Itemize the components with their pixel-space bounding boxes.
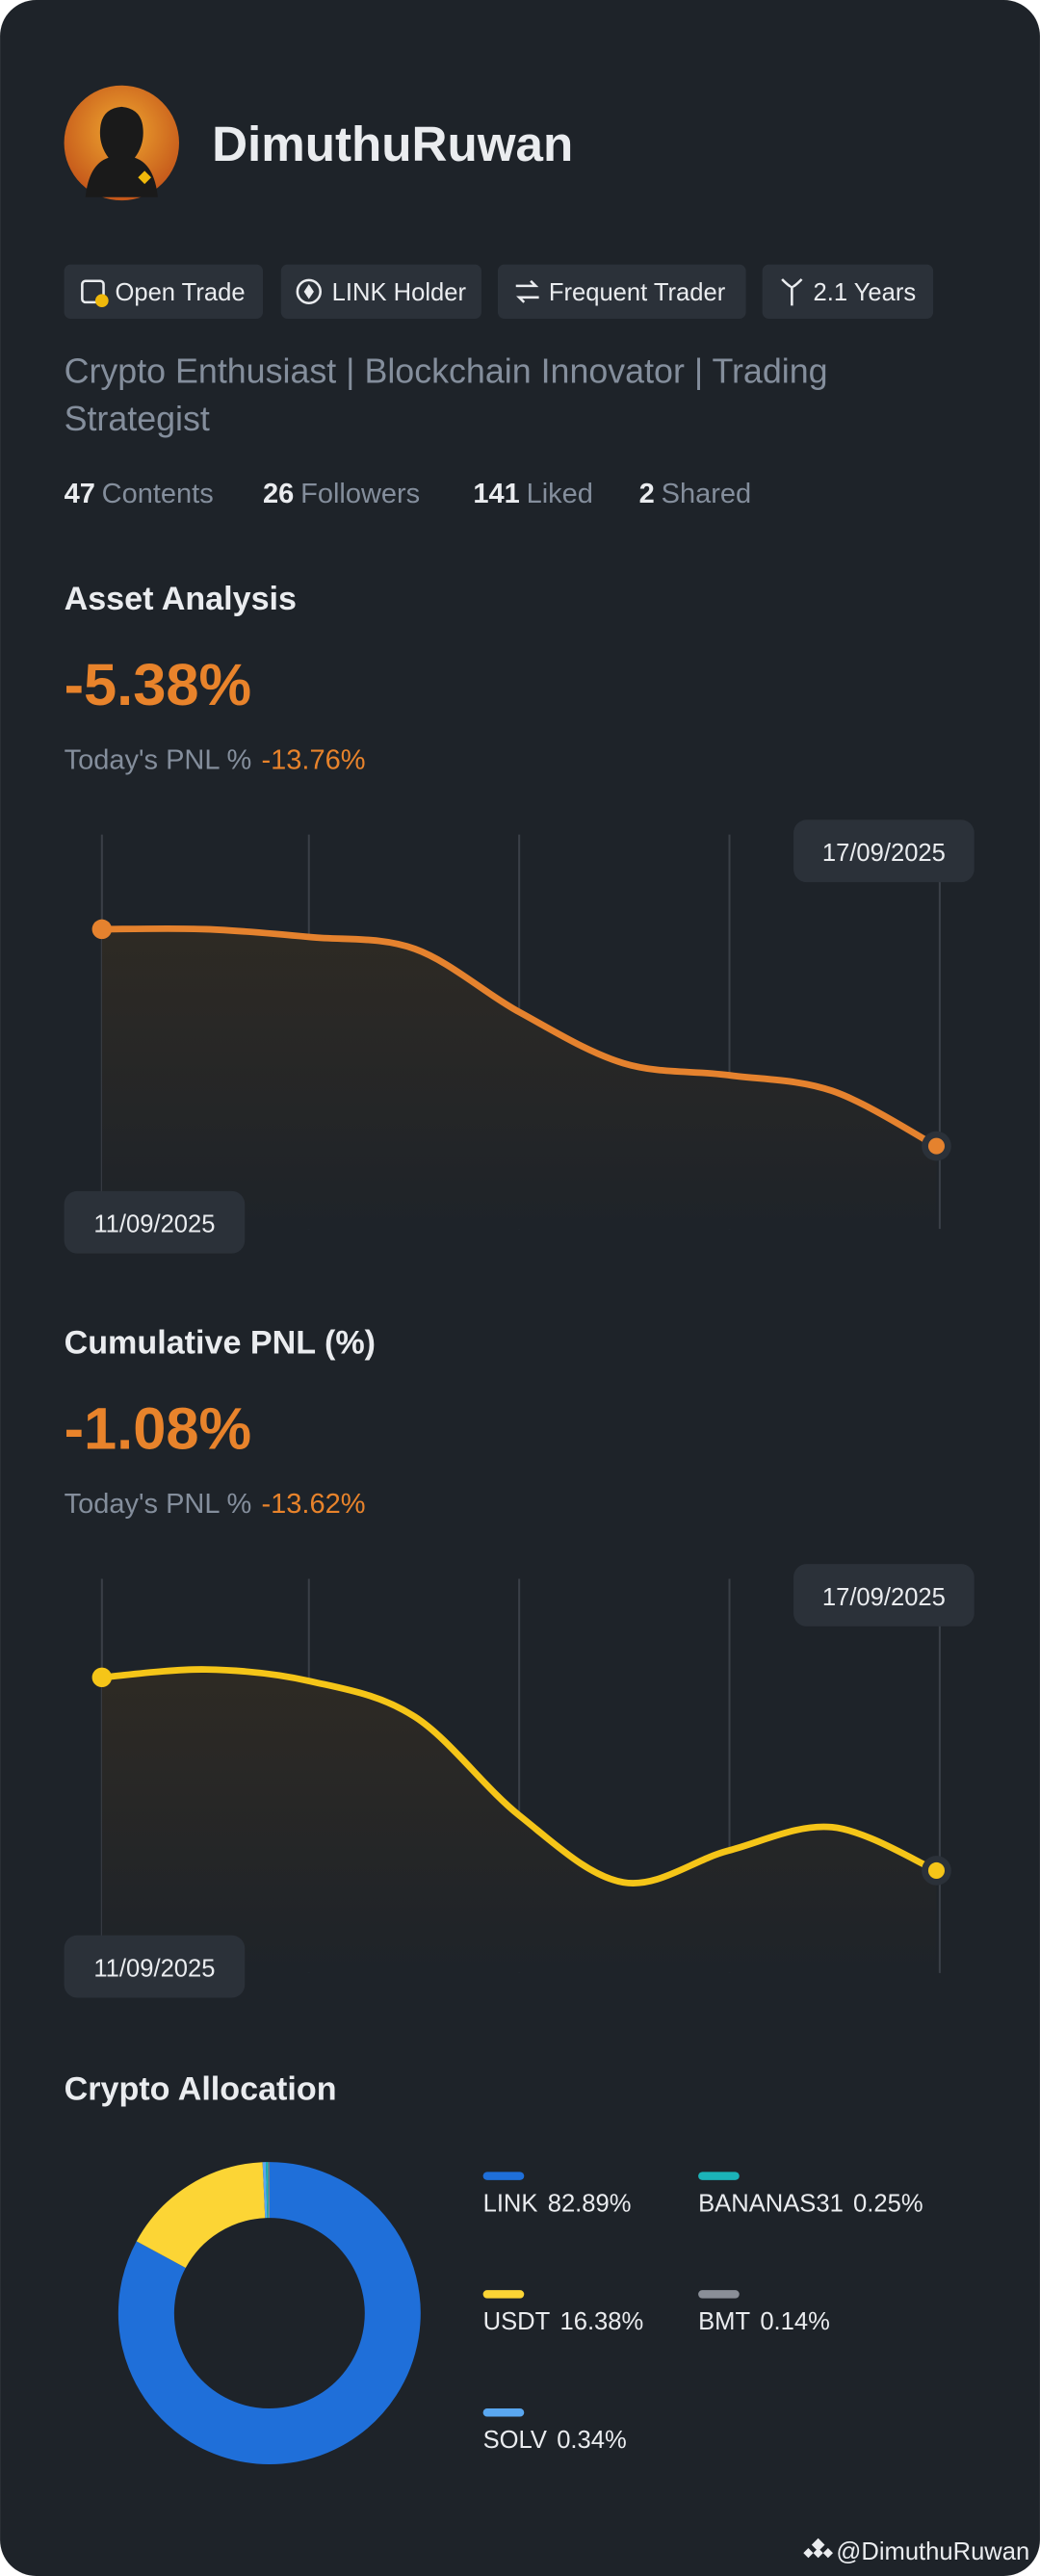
- pnl-value: -13.62%: [261, 1489, 365, 1520]
- donut-slice: [117, 2162, 421, 2464]
- line: [98, 924, 940, 1150]
- section-title: Asset Analysis: [65, 581, 297, 617]
- date-label: 11/09/2025: [93, 1210, 215, 1237]
- date-label: 11/09/2025: [93, 1955, 215, 1982]
- legend-value: 0.14%: [760, 2308, 830, 2335]
- legend-name: LINK: [483, 2190, 538, 2217]
- legend-name: SOLV: [483, 2427, 547, 2454]
- pnl-value: -13.76%: [261, 744, 365, 775]
- legend-entry: BANANAS31 0.25%: [698, 2190, 923, 2217]
- start-point: [91, 919, 113, 940]
- badge-label: 2.1 Years: [814, 279, 917, 306]
- start-point: [91, 1667, 113, 1688]
- stat-value: 2: [639, 479, 655, 509]
- stat-label: Shared: [662, 479, 752, 509]
- area: [101, 1669, 937, 1973]
- pnl-line: Today's PNL % -13.62%: [65, 1489, 366, 1520]
- legend-value: 0.25%: [853, 2190, 923, 2217]
- headline-change: -1.08%: [65, 1396, 252, 1463]
- bio-line: Crypto Enthusiast | Blockchain Innovator…: [65, 351, 828, 390]
- legend-swatch: [482, 2407, 525, 2417]
- legend-swatch: [482, 2290, 525, 2299]
- stat: 141 Liked: [473, 479, 593, 509]
- legend-entry: USDT 16.38%: [483, 2308, 644, 2335]
- stat-value: 141: [473, 479, 519, 509]
- pnl-label: Today's PNL %: [65, 744, 252, 775]
- date-tag: [64, 1935, 246, 1998]
- watermark-text: @DimuthuRuwan: [836, 2538, 1029, 2565]
- badge-label: Frequent Trader: [549, 279, 726, 306]
- donut-slice: [136, 2162, 267, 2269]
- avatar: [64, 85, 180, 201]
- legend-swatch: [698, 2290, 740, 2299]
- section-title: Cumulative PNL (%): [65, 1325, 376, 1362]
- legend-entry: LINK 82.89%: [483, 2190, 632, 2217]
- headline-change: -5.38%: [65, 652, 252, 718]
- date-tag: [64, 1190, 246, 1254]
- legend-swatch: [482, 2172, 525, 2180]
- watermark: @DimuthuRuwan: [803, 2537, 1029, 2565]
- date-tag: [793, 820, 975, 883]
- user-name: DimuthuRuwan: [212, 117, 573, 171]
- stat: 26 Followers: [263, 479, 420, 509]
- date-label: 17/09/2025: [822, 1584, 946, 1611]
- legend-name: BMT: [698, 2308, 750, 2335]
- badge: LINK Holder: [280, 264, 481, 319]
- stat-label: Liked: [527, 479, 593, 509]
- area: [101, 928, 937, 1230]
- badge-label: LINK Holder: [332, 279, 467, 306]
- badge-label: Open Trade: [115, 279, 245, 306]
- stat: 2 Shared: [639, 479, 751, 509]
- legend-name: BANANAS31: [698, 2190, 844, 2217]
- legend-entry: BMT 0.14%: [698, 2308, 830, 2335]
- pnl-line: Today's PNL % -13.76%: [65, 744, 366, 775]
- end-point: [927, 1861, 945, 1879]
- badge: Frequent Trader: [497, 264, 746, 319]
- stat: 47 Contents: [65, 479, 214, 509]
- section-title: Crypto Allocation: [65, 2070, 337, 2107]
- date-tag: [793, 1564, 975, 1626]
- stat-label: Followers: [300, 479, 420, 509]
- stat-label: Contents: [102, 479, 214, 509]
- date-label: 17/09/2025: [822, 840, 946, 867]
- legend-swatch: [698, 2172, 740, 2180]
- pnl-label: Today's PNL %: [65, 1489, 252, 1520]
- bio-line: Strategist: [65, 400, 210, 438]
- legend-value: 82.89%: [548, 2190, 632, 2217]
- line: [98, 1666, 940, 1886]
- end-point: [927, 1137, 945, 1155]
- badge: Open Trade: [64, 264, 264, 319]
- legend-value: 16.38%: [559, 2308, 643, 2335]
- stat-value: 26: [263, 479, 294, 509]
- legend-entry: SOLV 0.34%: [483, 2427, 627, 2454]
- badge: 2.1 Years: [762, 264, 934, 319]
- stat-value: 47: [65, 479, 95, 509]
- legend-name: USDT: [483, 2308, 551, 2335]
- legend-value: 0.34%: [557, 2427, 627, 2454]
